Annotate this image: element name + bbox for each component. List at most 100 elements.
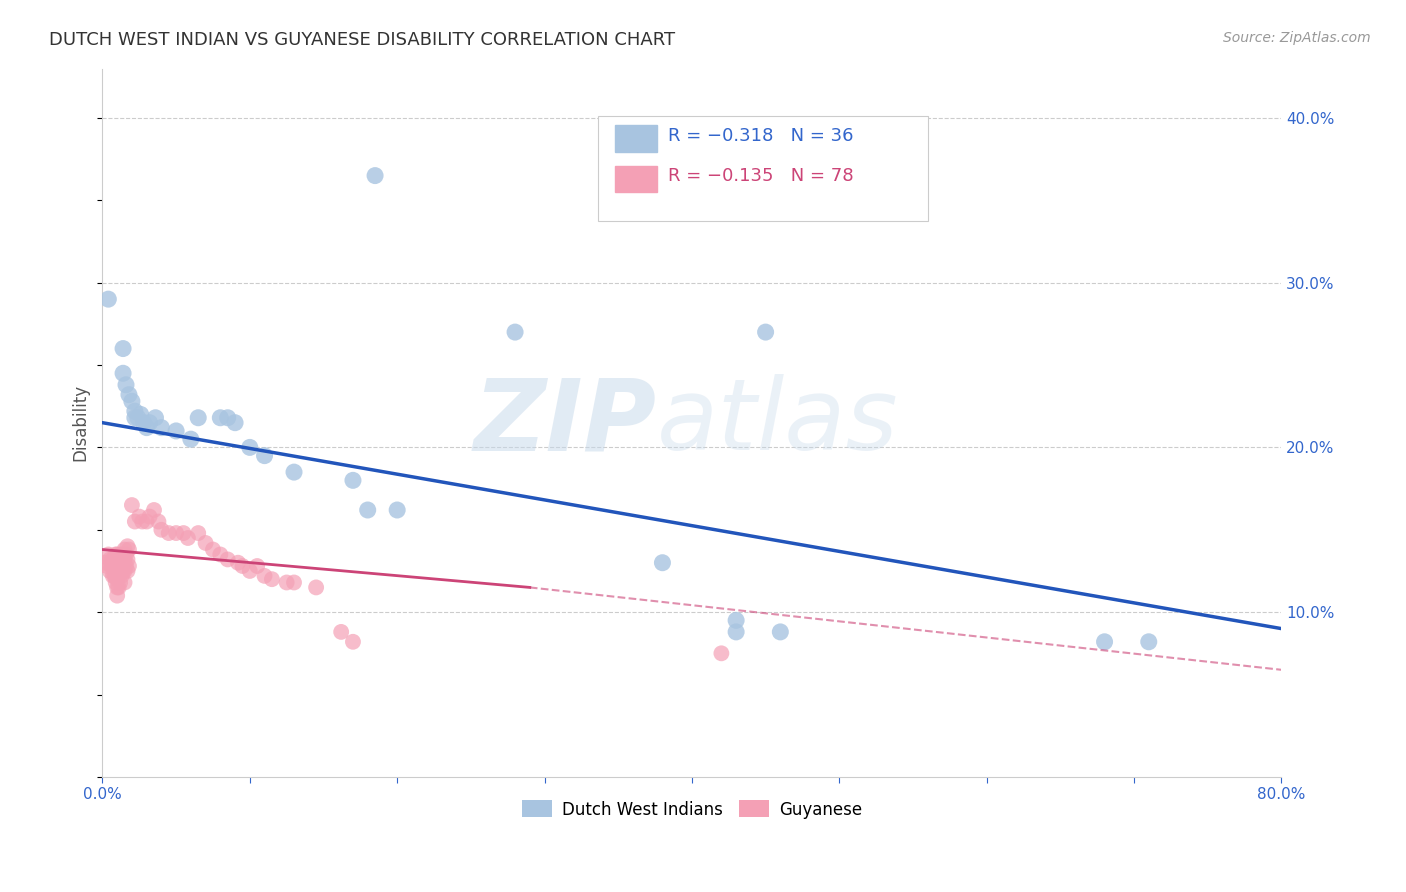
Point bbox=[201, 542, 224, 557]
Point bbox=[150, 420, 173, 434]
Legend: Dutch West Indians, Guyanese: Dutch West Indians, Guyanese bbox=[515, 794, 869, 825]
Point bbox=[357, 503, 380, 517]
Point bbox=[105, 581, 128, 595]
Point bbox=[209, 548, 232, 562]
Point bbox=[105, 572, 128, 586]
Point bbox=[105, 564, 128, 578]
Point bbox=[283, 575, 305, 590]
Point bbox=[112, 556, 135, 570]
Point bbox=[105, 556, 128, 570]
Point bbox=[276, 575, 298, 590]
Point bbox=[114, 575, 136, 590]
Text: R = −0.318   N = 36: R = −0.318 N = 36 bbox=[668, 127, 853, 145]
Point bbox=[128, 509, 150, 524]
Point bbox=[115, 548, 138, 562]
Point bbox=[107, 552, 129, 566]
Point bbox=[1137, 634, 1160, 648]
Point bbox=[121, 394, 143, 409]
Point bbox=[108, 556, 131, 570]
Point bbox=[239, 564, 262, 578]
Point bbox=[124, 515, 146, 529]
Point bbox=[121, 498, 143, 512]
Text: atlas: atlas bbox=[657, 374, 898, 471]
Point bbox=[94, 556, 117, 570]
Point bbox=[1094, 634, 1116, 648]
Point bbox=[187, 526, 209, 541]
Point bbox=[150, 523, 173, 537]
Point bbox=[173, 526, 195, 541]
Point bbox=[194, 536, 217, 550]
Point bbox=[103, 559, 125, 574]
Point bbox=[101, 569, 124, 583]
Point bbox=[769, 624, 792, 639]
Point bbox=[145, 410, 167, 425]
Point bbox=[105, 589, 128, 603]
Point bbox=[104, 569, 127, 583]
Point bbox=[108, 575, 131, 590]
Point bbox=[104, 559, 127, 574]
Point bbox=[107, 559, 129, 574]
Point bbox=[101, 559, 124, 574]
Point bbox=[114, 552, 136, 566]
Point bbox=[755, 325, 778, 339]
Point bbox=[283, 465, 305, 479]
Point bbox=[108, 564, 131, 578]
Point bbox=[112, 342, 135, 356]
Point bbox=[725, 624, 748, 639]
Point bbox=[231, 559, 253, 574]
Point bbox=[107, 581, 129, 595]
Point bbox=[103, 552, 125, 566]
Point bbox=[118, 387, 141, 401]
FancyBboxPatch shape bbox=[616, 166, 657, 193]
Point bbox=[226, 556, 249, 570]
Point bbox=[105, 548, 128, 562]
Point bbox=[138, 509, 160, 524]
Point bbox=[103, 569, 125, 583]
Point bbox=[97, 548, 120, 562]
Point bbox=[503, 325, 526, 339]
Text: R = −0.135   N = 78: R = −0.135 N = 78 bbox=[668, 167, 853, 186]
Point bbox=[117, 564, 139, 578]
Text: DUTCH WEST INDIAN VS GUYANESE DISABILITY CORRELATION CHART: DUTCH WEST INDIAN VS GUYANESE DISABILITY… bbox=[49, 31, 675, 49]
Point bbox=[148, 515, 170, 529]
Point bbox=[112, 366, 135, 380]
Point bbox=[224, 416, 246, 430]
Point bbox=[187, 410, 209, 425]
Point bbox=[129, 408, 152, 422]
Point bbox=[217, 410, 239, 425]
Point bbox=[101, 552, 124, 566]
FancyBboxPatch shape bbox=[616, 125, 657, 153]
Point bbox=[342, 474, 364, 488]
Point bbox=[115, 559, 138, 574]
Point bbox=[165, 424, 187, 438]
Point bbox=[96, 559, 118, 574]
Point bbox=[124, 410, 146, 425]
Point bbox=[135, 420, 157, 434]
Point bbox=[100, 559, 122, 574]
Point bbox=[107, 569, 129, 583]
Point bbox=[117, 539, 139, 553]
Point bbox=[364, 169, 387, 183]
Point bbox=[180, 432, 202, 446]
Point bbox=[112, 548, 135, 562]
Point bbox=[342, 634, 364, 648]
Point bbox=[246, 559, 269, 574]
Point bbox=[124, 404, 146, 418]
Point bbox=[209, 410, 232, 425]
Point bbox=[177, 531, 200, 545]
Point bbox=[253, 449, 276, 463]
Point bbox=[112, 564, 135, 578]
Point bbox=[110, 552, 132, 566]
Point bbox=[127, 410, 149, 425]
Point bbox=[98, 552, 121, 566]
Point bbox=[725, 613, 748, 627]
Point bbox=[330, 624, 353, 639]
Point bbox=[138, 416, 160, 430]
Point bbox=[135, 515, 157, 529]
Point bbox=[385, 503, 408, 517]
Point bbox=[143, 503, 166, 517]
Point bbox=[253, 569, 276, 583]
Point bbox=[260, 572, 283, 586]
Y-axis label: Disability: Disability bbox=[72, 384, 89, 461]
Point bbox=[114, 542, 136, 557]
